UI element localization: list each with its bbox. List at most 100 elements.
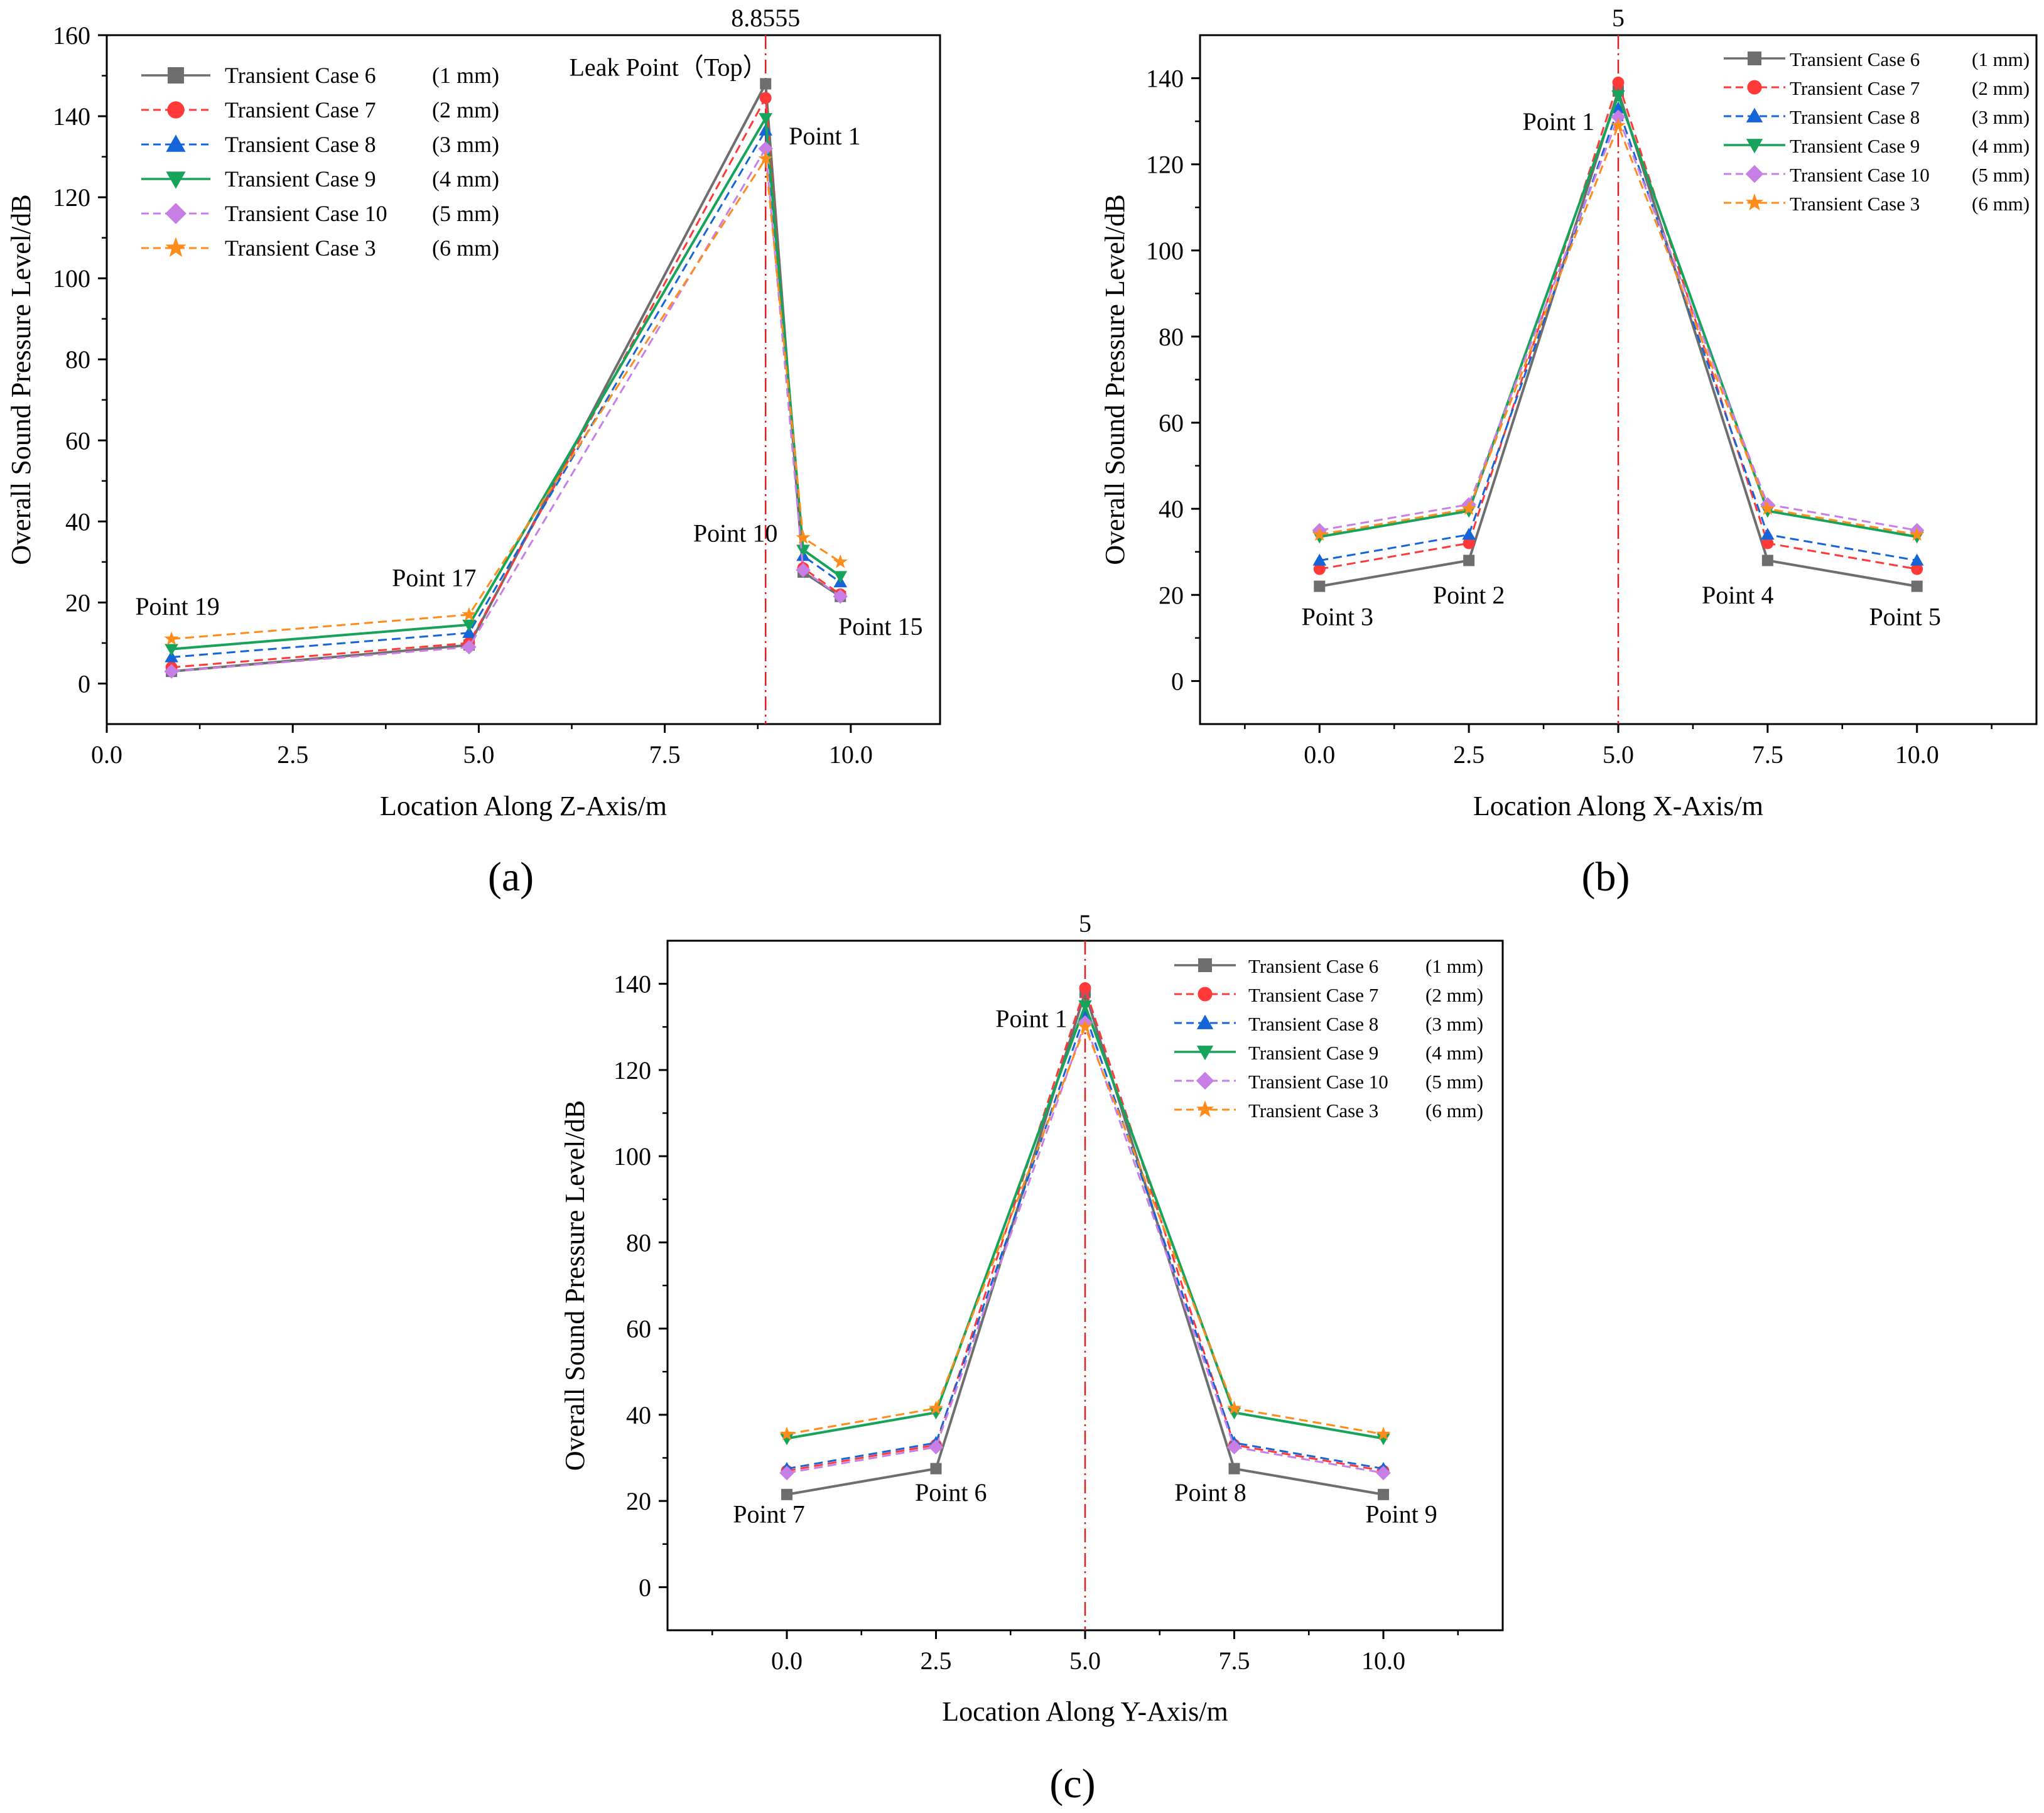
y-tick-label: 0 — [639, 1573, 651, 1601]
y-tick-label: 80 — [65, 345, 90, 374]
plot-frame — [105, 34, 941, 725]
data-point — [1611, 117, 1626, 132]
x-tick-label: 2.5 — [1453, 740, 1484, 769]
legend-entry-name: Transient Case 9 — [1248, 1042, 1378, 1064]
y-tick-label: 60 — [1159, 409, 1184, 437]
y-tick-label: 20 — [65, 588, 90, 617]
reference-vline-label: 8.8555 — [731, 4, 800, 32]
legend-marker — [1747, 80, 1762, 95]
point-label: Leak Point（Top） — [570, 53, 768, 82]
y-tick-label: 60 — [626, 1315, 651, 1343]
panel-label: (b) — [1582, 854, 1630, 900]
legend-marker — [167, 101, 185, 119]
legend-marker — [166, 134, 186, 152]
data-point — [1761, 555, 1773, 566]
point-label: Point 7 — [733, 1500, 804, 1528]
point-label: Point 1 — [995, 1004, 1067, 1032]
x-tick-label: 5.0 — [463, 740, 494, 769]
data-point — [164, 631, 179, 646]
data-point — [760, 78, 772, 90]
legend-marker — [1196, 1071, 1214, 1090]
data-point — [1078, 1019, 1093, 1034]
data-point — [833, 589, 848, 604]
x-tick-label: 10.0 — [1895, 740, 1939, 769]
data-point — [462, 639, 477, 655]
x-tick-label: 0.0 — [91, 740, 122, 769]
legend-entry-size: (5 mm) — [1972, 164, 2030, 186]
legend-entry-name: Transient Case 7 — [1248, 984, 1378, 1006]
series-line — [171, 145, 841, 673]
y-tick-label: 0 — [1171, 667, 1184, 695]
y-tick-label: 100 — [53, 264, 90, 293]
y-tick-label: 140 — [1146, 65, 1184, 93]
data-point — [758, 141, 773, 156]
legend-entry-size: (2 mm) — [1425, 984, 1483, 1006]
reference-vline-label: 5 — [1612, 4, 1625, 32]
data-point — [1378, 1488, 1389, 1500]
series-5 — [164, 141, 848, 679]
x-tick-label: 7.5 — [649, 740, 681, 769]
data-point — [1611, 90, 1625, 102]
series-3 — [1312, 101, 1924, 566]
chart-panel-c: 0 20 40 60 80 100 120 140 0.0 2.5 5.0 7.5 10.0 Locati… — [560, 909, 1504, 1807]
x-tick-label: 7.5 — [1219, 1647, 1250, 1675]
data-point — [1226, 1400, 1242, 1415]
y-axis-label: Overall Sound Pressure Level/dB — [1100, 194, 1130, 565]
legend-entry-size: (3 mm) — [1425, 1013, 1483, 1035]
point-label: Point 17 — [392, 564, 476, 592]
legend-entry-name: Transient Case 6 — [1248, 955, 1378, 977]
data-point — [164, 664, 179, 679]
data-point — [1910, 553, 1924, 566]
legend: Transient Case 6 (1 mm) Transient Case 7 (2… — [1724, 48, 2030, 215]
point-label: Point 15 — [838, 612, 922, 641]
series-2 — [1313, 76, 1923, 575]
data-point — [1226, 1439, 1242, 1455]
series-6 — [164, 151, 848, 646]
legend-marker — [1198, 958, 1212, 972]
point-label: Point 1 — [789, 122, 860, 150]
data-point — [1910, 527, 1925, 541]
data-point — [928, 1400, 944, 1415]
data-point — [165, 644, 178, 656]
panel-label: (c) — [1049, 1761, 1095, 1807]
legend-entry-size: (5 mm) — [1425, 1071, 1483, 1093]
legend-entry-size: (2 mm) — [1972, 77, 2030, 99]
point-label: Point 6 — [915, 1478, 987, 1507]
data-point — [1463, 537, 1475, 549]
series-6 — [779, 1019, 1391, 1441]
data-point — [759, 113, 773, 126]
data-point — [1761, 537, 1774, 549]
y-tick-label: 100 — [1146, 237, 1184, 265]
data-point — [929, 1407, 943, 1420]
series-line — [171, 156, 841, 640]
x-axis-label: Location Along X-Axis/m — [1473, 791, 1763, 821]
legend-entry-size: (3 mm) — [432, 132, 499, 157]
legend-marker — [1196, 1046, 1214, 1061]
x-tick-label: 5.0 — [1603, 740, 1634, 769]
legend-entry-size: (1 mm) — [1425, 955, 1483, 977]
data-point — [1611, 101, 1625, 114]
y-tick-label: 160 — [53, 21, 90, 50]
legend-entry-name: Transient Case 8 — [1248, 1013, 1378, 1035]
y-tick-label: 80 — [626, 1228, 651, 1257]
series-4 — [780, 1000, 1390, 1446]
panel-label: (a) — [488, 854, 534, 900]
y-tick-label: 60 — [65, 426, 90, 455]
data-point — [1911, 563, 1923, 575]
y-axis-label: Overall Sound Pressure Level/dB — [6, 194, 36, 565]
legend-entry-name: Transient Case 6 — [225, 63, 376, 88]
data-point — [779, 1426, 794, 1441]
x-tick-label: 5.0 — [1069, 1647, 1101, 1675]
point-label: Point 9 — [1365, 1500, 1437, 1528]
data-point — [1376, 1465, 1391, 1481]
data-point — [930, 1463, 942, 1475]
legend-entry-name: Transient Case 10 — [1248, 1071, 1388, 1093]
y-tick-label: 100 — [614, 1142, 651, 1171]
point-label: Point 5 — [1869, 602, 1940, 630]
legend-entry-name: Transient Case 8 — [1790, 106, 1920, 128]
data-point — [1461, 501, 1476, 515]
legend-marker — [166, 171, 186, 189]
data-point — [1761, 528, 1775, 540]
y-tick-label: 80 — [1159, 323, 1184, 351]
